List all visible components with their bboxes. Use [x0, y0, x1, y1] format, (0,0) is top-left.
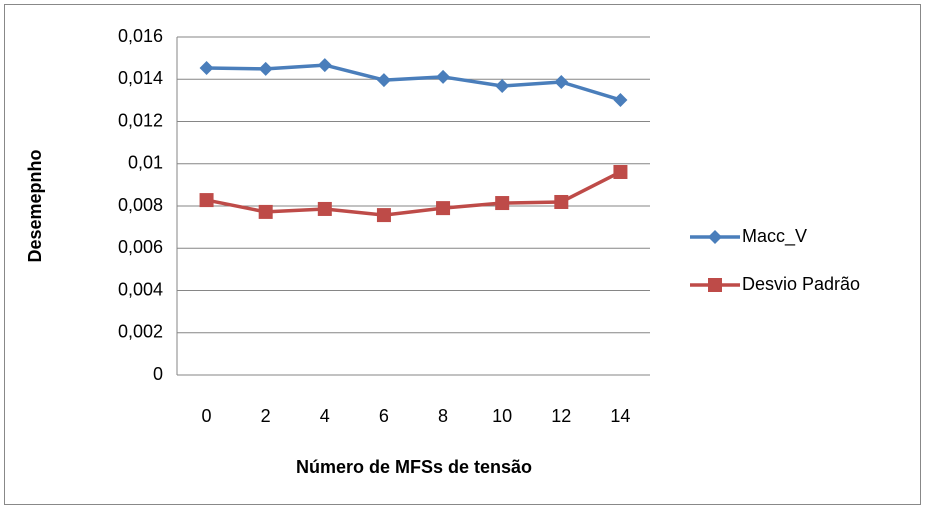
y-tick-label: 0,014 [118, 68, 163, 88]
series-line [206, 63, 621, 102]
x-tick-label: 2 [261, 406, 271, 426]
data-point [317, 201, 332, 216]
data-point [495, 79, 510, 94]
data-point [436, 69, 451, 84]
y-tick-label: 0,002 [118, 322, 163, 342]
y-tick-label: 0,004 [118, 279, 163, 299]
x-tick-label: 6 [379, 406, 389, 426]
chart-border [4, 4, 921, 505]
data-point [554, 194, 569, 209]
y-tick-label: 0,01 [128, 153, 163, 173]
y-tick-label: 0 [153, 364, 163, 384]
legend-label: Macc_V [742, 226, 807, 247]
data-point [258, 204, 273, 219]
y-tick-label: 0,008 [118, 195, 163, 215]
data-point [317, 58, 332, 73]
y-tick-label: 0,006 [118, 237, 163, 257]
x-tick-label: 4 [320, 406, 330, 426]
x-tick-label: 0 [202, 406, 212, 426]
x-tick-label: 10 [492, 406, 512, 426]
data-point [199, 61, 214, 76]
x-tick-label: 14 [610, 406, 630, 426]
data-point [258, 61, 273, 76]
data-point [436, 201, 451, 216]
data-point [376, 208, 391, 223]
x-axis-title: Número de MFSs de tensão [296, 457, 532, 477]
legend-marker [708, 230, 722, 244]
legend-label: Desvio Padrão [742, 274, 860, 294]
data-point [199, 193, 214, 208]
data-point [554, 74, 569, 89]
y-axis-title: Desemepnho [25, 149, 45, 262]
x-tick-label: 12 [551, 406, 571, 426]
data-point [495, 196, 510, 211]
x-tick-label: 8 [438, 406, 448, 426]
data-point [376, 73, 391, 88]
y-tick-label: 0,012 [118, 110, 163, 130]
y-tick-label: 0,016 [118, 26, 163, 46]
legend-marker [708, 278, 722, 292]
data-point [613, 92, 628, 107]
data-point [613, 164, 628, 179]
series-line [206, 170, 622, 217]
